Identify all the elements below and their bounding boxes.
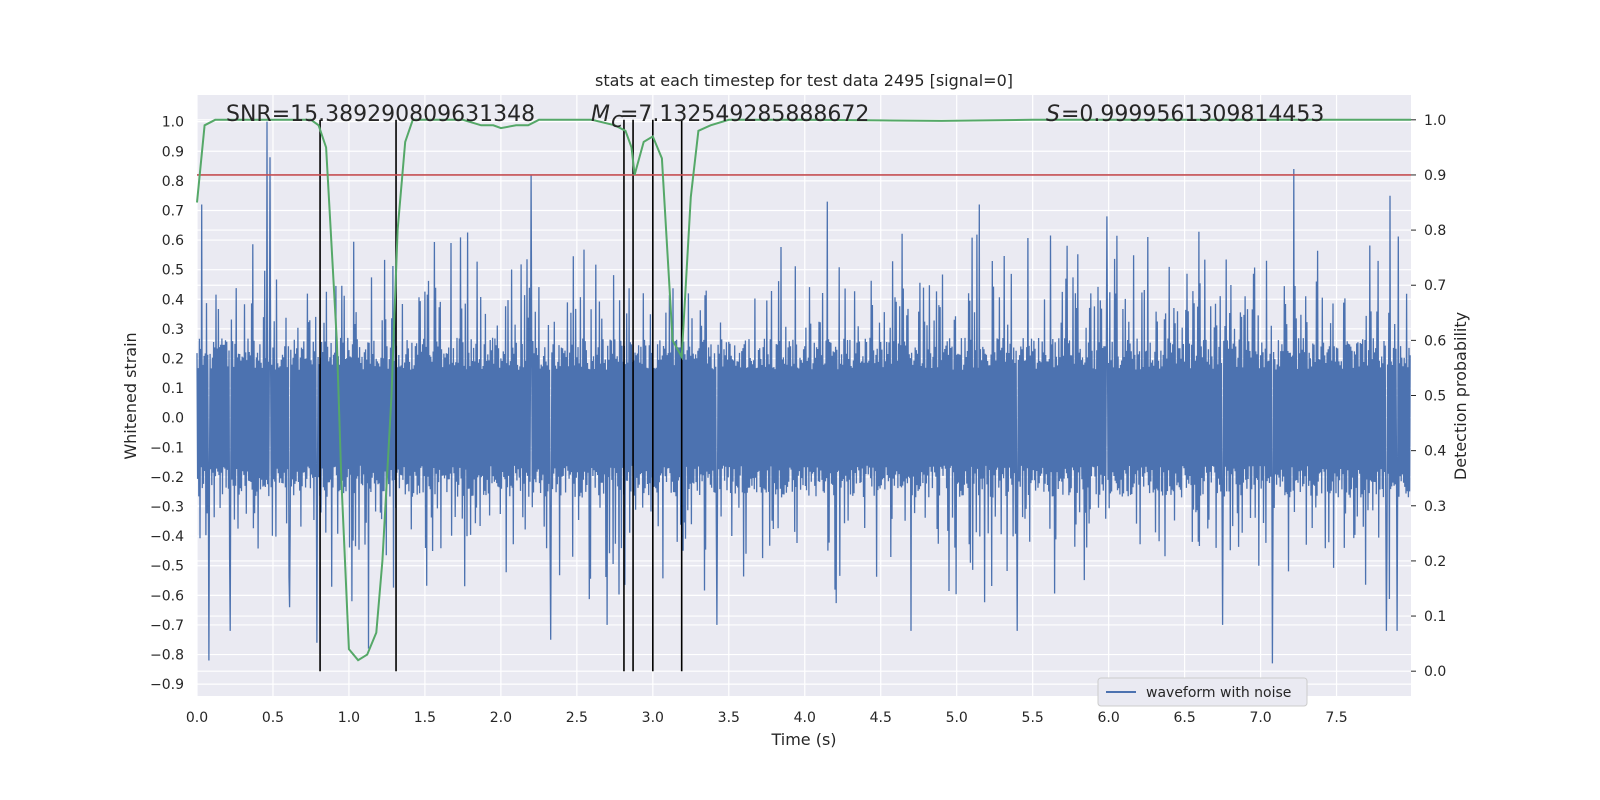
y-right-tick-label: 0.0 [1424,664,1446,680]
x-tick-label: 1.0 [338,710,360,726]
x-axis-label: Time (s) [770,730,836,749]
x-tick-label: 1.5 [414,710,436,726]
legend-label: waveform with noise [1146,685,1291,701]
y-left-tick-label: −0.2 [150,470,184,486]
x-tick-label: 3.5 [718,710,740,726]
x-tick-label: 0.5 [262,710,284,726]
y-right-axis-label: Detection probability [1451,312,1470,480]
legend-box [1097,677,1308,707]
y-right-tick-label: 0.1 [1424,609,1446,625]
marker-lines [319,119,683,672]
y-right-tick-labels: 1.0 0.9 0.8 0.7 0.6 0.5 0.4 0.3 0.2 0.1 0.0 [1411,113,1446,680]
y-left-axis-label: Whitened strain [121,332,140,459]
y-left-tick-label: 0.9 [162,144,184,160]
y-left-tick-label: 0.8 [162,174,184,190]
x-tick-label: 4.0 [794,710,816,726]
y-right-tick-label: 0.2 [1424,554,1446,570]
detection-probability-line [196,118,1411,662]
x-tick-label: 5.0 [946,710,968,726]
y-left-tick-label: 0.0 [162,411,184,427]
y-left-tick-label: −0.3 [150,500,184,516]
y-right-tick-label: 0.3 [1424,499,1446,515]
mc-subscript: c [611,108,623,133]
y-right-tick-label: 0.4 [1424,444,1446,460]
x-tick-labels: 0.0 0.5 1.0 1.5 2.0 2.5 3.0 3.5 4.0 4.5 5.0 5.5 6.0 6… [186,710,1348,726]
s-value: =0.9999561309814453 [1061,102,1324,127]
x-tick-label: 0.0 [186,710,208,726]
mc-symbol: M [591,102,610,127]
mc-annotation: M c =7.132549285888672 [591,102,869,133]
y-left-tick-label: 0.4 [162,292,184,308]
y-left-tick-label: 0.6 [162,233,184,249]
s-symbol: S [1046,102,1060,127]
x-tick-label: 7.0 [1249,710,1271,726]
waveform-line [196,121,1411,664]
y-left-tick-label: 0.3 [162,322,184,338]
y-right-tick-label: 0.6 [1424,333,1446,349]
y-left-tick-label: −0.1 [150,440,184,456]
x-tick-label: 2.5 [566,710,588,726]
legend: waveform with noise [1097,677,1308,707]
y-left-tick-label: −0.5 [150,559,184,575]
y-right-tick-label: 0.5 [1424,389,1446,405]
y-left-tick-label: −0.6 [150,588,184,604]
x-tick-label: 6.5 [1173,710,1195,726]
y-left-tick-label: 0.5 [162,263,184,279]
x-tick-label: 6.0 [1098,710,1120,726]
chart-title: stats at each timestep for test data 249… [595,71,1013,90]
y-left-tick-label: −0.8 [150,648,184,664]
x-tick-label: 5.5 [1022,710,1044,726]
x-tick-label: 2.0 [490,710,512,726]
y-left-tick-label: −0.9 [150,677,184,693]
y-right-tick-label: 1.0 [1424,113,1446,129]
s-annotation: S =0.9999561309814453 [1046,102,1324,127]
y-left-tick-labels: 1.0 0.9 0.8 0.7 0.6 0.5 0.4 0.3 0.2 0.1 0.0 −0.1 −0.… [150,115,184,694]
snr-annotation: SNR=15.389290809631348 [226,102,535,127]
y-right-tick-label: 0.8 [1424,223,1446,239]
y-left-tick-label: 0.7 [162,203,184,219]
detection-probability-series [196,118,1411,662]
mc-value: =7.132549285888672 [620,102,869,127]
y-left-tick-label: 0.2 [162,351,184,367]
y-left-tick-label: 1.0 [162,115,184,131]
x-tick-label: 3.0 [642,710,664,726]
y-right-tick-label: 0.9 [1424,168,1446,184]
y-left-tick-label: −0.7 [150,618,184,634]
y-left-tick-label: 0.1 [162,381,184,397]
x-tick-label: 7.5 [1325,710,1347,726]
y-left-tick-label: −0.4 [150,529,184,545]
waveform-series [196,121,1411,664]
y-right-tick-label: 0.7 [1424,278,1446,294]
x-tick-label: 4.5 [870,710,892,726]
